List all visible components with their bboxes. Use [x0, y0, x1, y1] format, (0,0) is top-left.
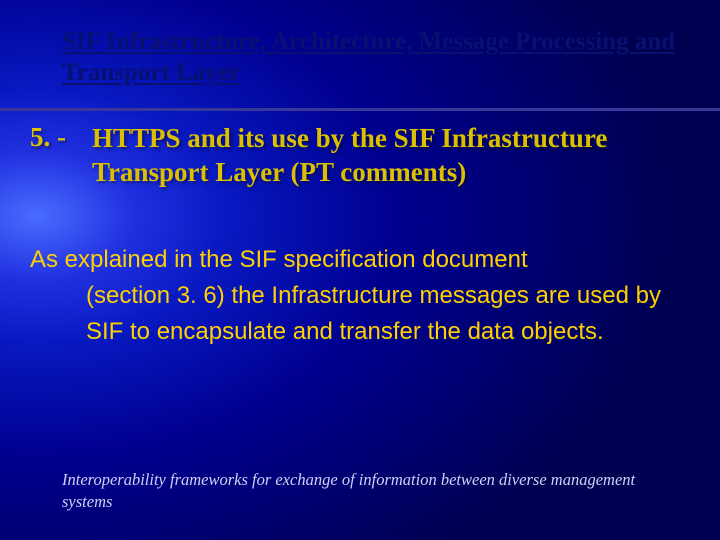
section-heading-text: HTTPS and its use by the SIF Infrastruct… — [30, 121, 680, 190]
body-text: As explained in the SIF specification do… — [30, 242, 670, 350]
body-rest: (section 3. 6) the Infrastructure messag… — [30, 278, 670, 350]
slide: SIF Infrastructure, Architecture, Messag… — [0, 0, 720, 540]
section-heading: 5. - HTTPS and its use by the SIF Infras… — [30, 120, 680, 190]
divider-line — [0, 108, 720, 111]
footer-text: Interoperability frameworks for exchange… — [62, 469, 660, 512]
slide-title: SIF Infrastructure, Architecture, Messag… — [62, 26, 680, 89]
body-first-line: As explained in the SIF specification do… — [30, 242, 670, 278]
section-number: 5. - — [30, 120, 66, 155]
